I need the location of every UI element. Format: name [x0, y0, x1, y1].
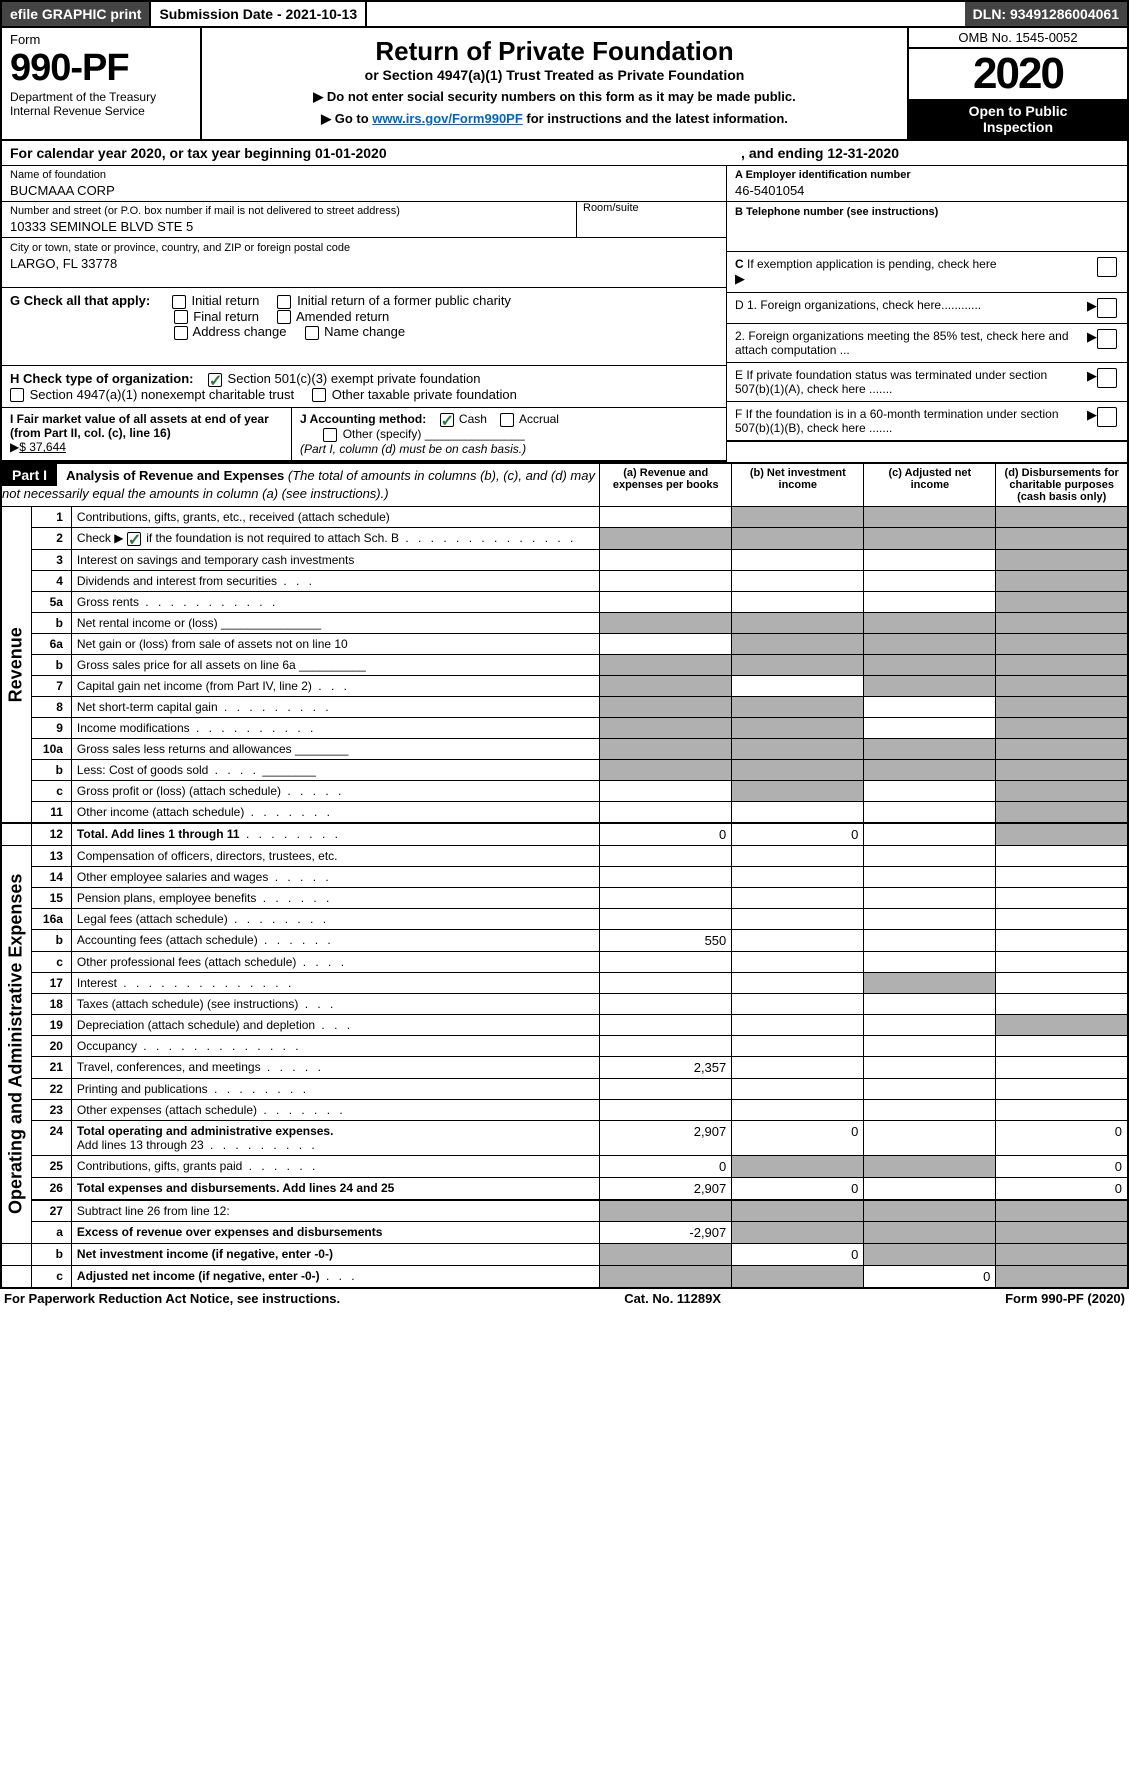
cb-d2[interactable] — [1097, 329, 1117, 349]
cb-name-change[interactable] — [305, 326, 319, 340]
cb-initial-former[interactable] — [277, 295, 291, 309]
cb-501c3[interactable] — [208, 373, 222, 387]
omb: OMB No. 1545-0052 — [909, 28, 1127, 49]
l16b-a: 550 — [600, 929, 732, 951]
irs: Internal Revenue Service — [10, 104, 192, 118]
box-a: A Employer identification number 46-5401… — [727, 166, 1127, 202]
part1-table: Part I Analysis of Revenue and Expenses … — [0, 462, 1129, 1289]
info-grid: Name of foundation BUCMAAA CORP Number a… — [0, 166, 1129, 462]
cb-f[interactable] — [1097, 407, 1117, 427]
efile-tag: efile GRAPHIC print — [2, 2, 151, 26]
section-h: H Check type of organization: Section 50… — [2, 366, 726, 408]
l25-d: 0 — [996, 1155, 1128, 1177]
city-block: City or town, state or province, country… — [2, 238, 726, 288]
revenue-section-label: Revenue — [1, 506, 32, 822]
header-right: OMB No. 1545-0052 2020 Open to PublicIns… — [907, 28, 1127, 139]
dept: Department of the Treasury — [10, 90, 192, 104]
form-label: Form — [10, 32, 192, 47]
dln: DLN: 93491286004061 — [965, 2, 1127, 26]
tax-year: 2020 — [909, 49, 1127, 99]
cb-e[interactable] — [1097, 368, 1117, 388]
footer-center: Cat. No. 11289X — [624, 1291, 721, 1306]
calendar-year-row: For calendar year 2020, or tax year begi… — [0, 141, 1129, 166]
col-a-header: (a) Revenue and expenses per books — [600, 463, 732, 507]
box-c: CC If exemption application is pending, … — [727, 252, 1127, 293]
form-link[interactable]: www.irs.gov/Form990PF — [372, 111, 523, 126]
top-bar: efile GRAPHIC print Submission Date - 20… — [0, 0, 1129, 28]
l24-b: 0 — [732, 1120, 864, 1155]
l24-d: 0 — [996, 1120, 1128, 1155]
footer-left: For Paperwork Reduction Act Notice, see … — [4, 1291, 340, 1306]
name-block: Name of foundation BUCMAAA CORP — [2, 166, 726, 202]
box-e: E If private foundation status was termi… — [727, 363, 1127, 402]
cb-d1[interactable] — [1097, 298, 1117, 318]
cb-c[interactable] — [1097, 257, 1117, 277]
cb-schb[interactable] — [127, 532, 141, 546]
submission-date: Submission Date - 2021-10-13 — [151, 2, 367, 26]
open-public: Open to PublicInspection — [909, 99, 1127, 139]
l24-a: 2,907 — [600, 1120, 732, 1155]
ein: 46-5401054 — [735, 183, 1119, 198]
l12-a: 0 — [600, 823, 732, 846]
l27a-a: -2,907 — [600, 1221, 732, 1243]
form-number: 990-PF — [10, 47, 192, 90]
address-block: Number and street (or P.O. box number if… — [2, 202, 726, 238]
footer-right: Form 990-PF (2020) — [1005, 1291, 1125, 1306]
street-address: 10333 SEMINOLE BLVD STE 5 — [10, 219, 568, 234]
section-i: I Fair market value of all assets at end… — [2, 408, 292, 460]
subtitle: or Section 4947(a)(1) Trust Treated as P… — [210, 67, 899, 83]
l25-a: 0 — [600, 1155, 732, 1177]
cb-accrual[interactable] — [500, 413, 514, 427]
cb-address-change[interactable] — [174, 326, 188, 340]
box-d2: 2. Foreign organizations meeting the 85%… — [727, 324, 1127, 363]
l21-a: 2,357 — [600, 1056, 732, 1078]
note1: ▶ Do not enter social security numbers o… — [210, 89, 899, 105]
l26-a: 2,907 — [600, 1177, 732, 1200]
note2: ▶ Go to www.irs.gov/Form990PF for instru… — [210, 111, 899, 127]
room-suite: Room/suite — [576, 202, 726, 237]
section-j: J Accounting method: Cash Accrual Other … — [292, 408, 726, 460]
section-g: G Check all that apply: Initial return I… — [2, 288, 726, 366]
cb-other-taxable[interactable] — [312, 388, 326, 402]
header-center: Return of Private Foundation or Section … — [202, 28, 907, 139]
l27b-b: 0 — [732, 1243, 864, 1265]
cb-initial-return[interactable] — [172, 295, 186, 309]
expenses-section-label: Operating and Administrative Expenses — [1, 845, 32, 1243]
box-b: B Telephone number (see instructions) — [727, 202, 1127, 252]
cb-cash[interactable] — [440, 413, 454, 427]
title: Return of Private Foundation — [210, 36, 899, 67]
l12-b: 0 — [732, 823, 864, 846]
l26-d: 0 — [996, 1177, 1128, 1200]
col-b-header: (b) Net investment income — [732, 463, 864, 507]
fmv-value: $ 37,644 — [19, 440, 66, 454]
l27c-c: 0 — [864, 1265, 996, 1288]
foundation-name: BUCMAAA CORP — [10, 183, 718, 198]
form-header: Form 990-PF Department of the Treasury I… — [0, 28, 1129, 141]
l26-b: 0 — [732, 1177, 864, 1200]
header-left: Form 990-PF Department of the Treasury I… — [2, 28, 202, 139]
box-f: F If the foundation is in a 60-month ter… — [727, 402, 1127, 442]
page-footer: For Paperwork Reduction Act Notice, see … — [0, 1289, 1129, 1308]
part1-label: Part I — [2, 464, 57, 486]
col-d-header: (d) Disbursements for charitable purpose… — [996, 463, 1128, 507]
col-c-header: (c) Adjusted net income — [864, 463, 996, 507]
cb-final-return[interactable] — [174, 310, 188, 324]
city-state-zip: LARGO, FL 33778 — [10, 256, 718, 271]
cb-amended-return[interactable] — [277, 310, 291, 324]
cb-other-method[interactable] — [323, 428, 337, 442]
cb-4947[interactable] — [10, 388, 24, 402]
box-d1: D 1. Foreign organizations, check here..… — [727, 293, 1127, 324]
